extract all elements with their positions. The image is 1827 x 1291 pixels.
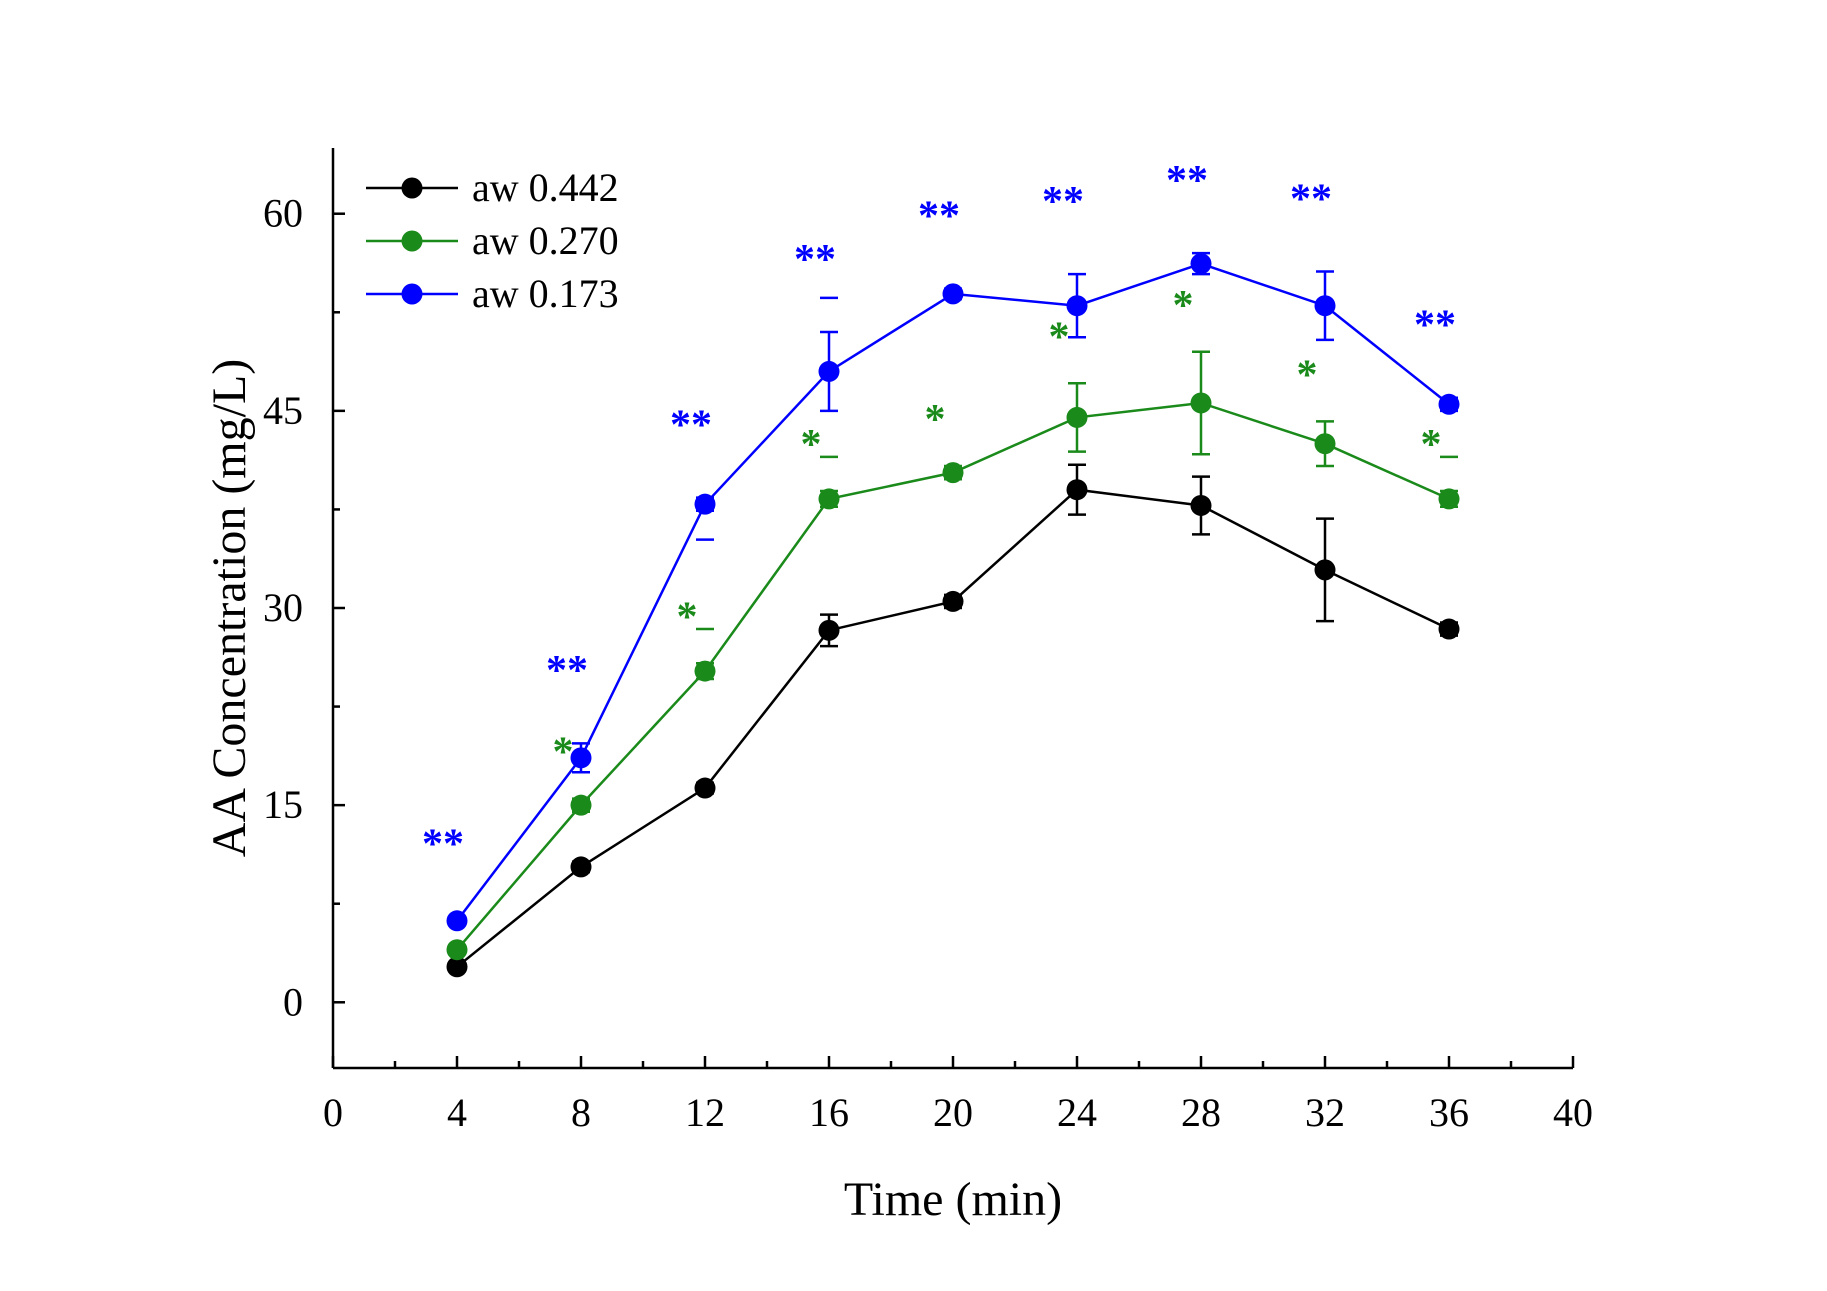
significance-marker: *: [677, 594, 698, 640]
y-tick-label: 15: [263, 782, 303, 827]
data-point: [446, 956, 468, 978]
x-tick-label: 20: [933, 1090, 973, 1135]
significance-marker: **: [422, 822, 464, 868]
data-point: [694, 660, 716, 682]
x-tick-label: 16: [809, 1090, 849, 1135]
series-line: [456, 401, 1450, 951]
series: [446, 463, 1460, 978]
x-tick-label: 8: [571, 1090, 591, 1135]
data-point: [1066, 406, 1088, 428]
significance-marker: **: [1414, 303, 1456, 349]
x-tick-label: 24: [1057, 1090, 1097, 1135]
legend: aw 0.442 aw 0.270 aw 0.173: [366, 165, 619, 316]
x-axis-title: Time (min): [844, 1173, 1062, 1226]
data-point: [1190, 494, 1212, 516]
data-point: [1190, 253, 1212, 275]
y-tick-label: 0: [283, 979, 303, 1024]
data-point: [1438, 488, 1460, 510]
data-point: [694, 493, 716, 515]
x-tick-label: 32: [1305, 1090, 1345, 1135]
data-point: [446, 939, 468, 961]
significance-marker: *: [1049, 314, 1070, 360]
data-point: [1066, 295, 1088, 317]
x-tick-label: 28: [1181, 1090, 1221, 1135]
data-point: [570, 794, 592, 816]
series-line: [456, 488, 1450, 968]
significance-marker: *: [1421, 422, 1442, 468]
x-tick-label: 36: [1429, 1090, 1469, 1135]
legend-marker: [401, 177, 423, 199]
x-tick-label: 40: [1553, 1090, 1593, 1135]
legend-marker: [401, 230, 423, 252]
data-point: [1438, 618, 1460, 640]
x-axis: 0 4 8 12 16 20 24 28 32 36 40: [323, 1056, 1593, 1135]
data-point: [1314, 433, 1336, 455]
significance-marker: **: [670, 402, 712, 448]
legend-item: aw 0.442: [366, 165, 619, 210]
significance-marker: **: [1166, 158, 1208, 204]
significance-marker: **: [918, 193, 960, 239]
y-tick-label: 30: [263, 585, 303, 630]
data-point: [942, 590, 964, 612]
significance-marker: **: [1290, 176, 1332, 222]
data-point: [818, 619, 840, 641]
significance-marker: **: [546, 648, 588, 694]
legend-label: aw 0.270: [472, 218, 619, 263]
series: ********** ** ** ****: [422, 158, 1460, 932]
series: ********: [446, 283, 1460, 961]
x-tick-label: 12: [685, 1090, 725, 1135]
y-tick-label: 60: [263, 191, 303, 236]
data-point: [570, 856, 592, 878]
data-point: [1438, 393, 1460, 415]
y-axis-title: AA Concentration (mg/L): [203, 359, 256, 858]
significance-marker: *: [925, 397, 946, 443]
significance-marker: **: [794, 237, 836, 283]
legend-marker: [401, 283, 423, 305]
series-layer: ****************** ** ** ****: [422, 158, 1460, 978]
data-point: [1190, 392, 1212, 414]
legend-label: aw 0.442: [472, 165, 619, 210]
x-tick-label: 4: [447, 1090, 467, 1135]
data-point: [1066, 479, 1088, 501]
significance-marker: *: [801, 422, 822, 468]
significance-marker: *: [1297, 353, 1318, 399]
y-axis: 0 15 30 45 60: [263, 191, 345, 1024]
legend-item: aw 0.173: [366, 271, 619, 316]
significance-marker: *: [1173, 283, 1194, 329]
data-point: [942, 462, 964, 484]
legend-item: aw 0.270: [366, 218, 619, 263]
data-point: [818, 488, 840, 510]
legend-label: aw 0.173: [472, 271, 619, 316]
data-point: [818, 360, 840, 382]
data-point: [1314, 295, 1336, 317]
data-point: [942, 283, 964, 305]
data-point: [570, 747, 592, 769]
y-tick-label: 45: [263, 388, 303, 433]
data-point: [694, 777, 716, 799]
data-point: [1314, 559, 1336, 581]
data-point: [446, 910, 468, 932]
significance-marker: **: [1042, 179, 1084, 225]
x-tick-label: 0: [323, 1090, 343, 1135]
significance-marker: *: [553, 730, 574, 776]
